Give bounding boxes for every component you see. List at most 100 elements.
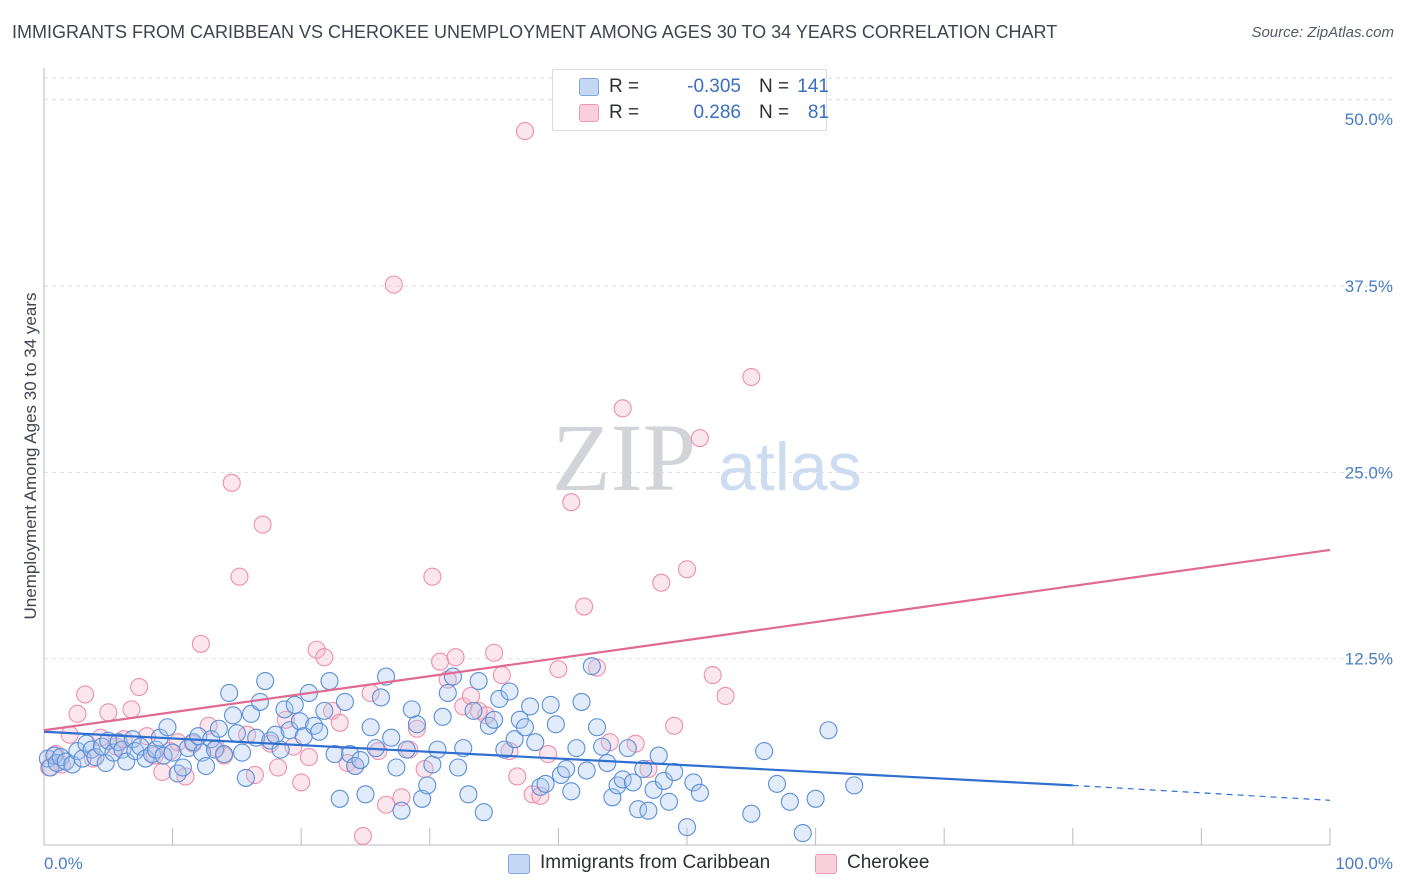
point-caribbean	[392, 801, 411, 820]
point-caribbean	[261, 731, 280, 750]
correlation-legend: R = -0.305 N = 141 R = 0.286 N = 81	[552, 69, 829, 131]
point-caribbean	[227, 724, 246, 743]
point-cherokee	[99, 703, 118, 722]
point-caribbean	[418, 776, 437, 795]
point-caribbean	[407, 715, 426, 734]
point-cherokee	[153, 762, 172, 782]
point-caribbean	[598, 753, 617, 773]
point-cherokee	[330, 713, 349, 732]
point-cherokee	[369, 742, 388, 761]
x-tick-label: 0.0%	[44, 854, 83, 873]
y-tick-label: 37.5%	[1345, 277, 1393, 296]
point-caribbean	[158, 718, 177, 737]
watermark-atlas: atlas	[718, 429, 862, 505]
point-cherokee	[446, 648, 465, 667]
point-caribbean	[474, 803, 493, 822]
point-caribbean	[361, 718, 380, 737]
point-caribbean	[449, 758, 468, 777]
point-caribbean	[433, 707, 452, 726]
point-caribbean	[346, 756, 365, 776]
point-cherokee	[539, 745, 558, 764]
point-caribbean	[767, 774, 787, 793]
point-caribbean	[515, 718, 535, 737]
point-caribbean	[232, 743, 252, 762]
source-credit: Source: ZipAtlas.com	[1251, 24, 1394, 41]
trend-line-caribbean	[43, 730, 1073, 787]
legend-r-label: R =	[609, 76, 640, 97]
point-cherokee	[384, 275, 403, 294]
point-caribbean	[806, 789, 825, 808]
point-caribbean	[256, 672, 275, 691]
point-caribbean	[356, 785, 375, 804]
legend-n-value: 141	[797, 76, 829, 97]
point-cherokee	[549, 660, 568, 679]
point-caribbean	[285, 695, 304, 714]
point-caribbean	[382, 728, 401, 747]
point-caribbean	[315, 701, 334, 720]
axes	[43, 68, 1331, 846]
point-caribbean	[572, 692, 591, 711]
point-caribbean	[649, 746, 668, 765]
point-caribbean	[780, 792, 799, 811]
point-cherokee	[253, 515, 272, 534]
point-caribbean	[330, 789, 349, 808]
point-cherokee	[423, 567, 442, 586]
point-caribbean	[654, 771, 673, 790]
point-caribbean	[196, 756, 216, 776]
point-caribbean	[275, 700, 294, 719]
point-caribbean	[63, 755, 82, 774]
point-caribbean	[464, 701, 483, 720]
tick-labels: 12.5% 25.0% 37.5% 50.0% 0.0% 100.0%	[44, 110, 1393, 873]
y-tick-label: 50.0%	[1345, 110, 1393, 129]
point-caribbean	[325, 745, 344, 764]
point-caribbean	[371, 688, 390, 707]
point-cherokee	[191, 634, 210, 653]
point-cherokee	[353, 827, 372, 846]
point-caribbean	[305, 716, 324, 735]
point-caribbean	[469, 672, 488, 691]
point-cherokee	[377, 795, 396, 814]
trend-line-caribbean-extension	[1072, 784, 1331, 801]
point-caribbean	[310, 722, 329, 741]
point-cherokee	[230, 567, 249, 586]
point-cherokee	[485, 643, 504, 662]
point-caribbean	[521, 697, 540, 716]
bottom-legend-label-caribbean: Immigrants from Caribbean	[540, 852, 771, 873]
point-caribbean	[562, 782, 581, 801]
point-cherokee	[392, 788, 411, 807]
point-caribbean	[117, 752, 136, 771]
point-caribbean	[587, 718, 607, 737]
legend-swatch-cherokee	[579, 104, 599, 122]
point-caribbean	[593, 737, 612, 756]
point-cherokee	[652, 573, 671, 592]
point-caribbean	[220, 683, 239, 703]
point-caribbean	[536, 774, 555, 793]
point-caribbean	[485, 710, 504, 729]
legend-r-value: -0.305	[687, 76, 741, 97]
point-caribbean	[541, 695, 560, 714]
point-caribbean	[755, 742, 774, 761]
point-caribbean	[428, 740, 447, 759]
point-cherokee	[523, 785, 542, 804]
point-caribbean	[845, 776, 864, 795]
point-caribbean	[582, 657, 601, 676]
legend-n-value: 81	[807, 102, 829, 123]
point-cherokee	[613, 399, 632, 418]
point-caribbean	[819, 721, 838, 740]
watermark-zip: ZIP	[552, 404, 696, 511]
point-cherokee	[575, 597, 594, 616]
point-cherokee	[60, 725, 79, 744]
point-caribbean	[665, 762, 684, 782]
point-caribbean	[639, 801, 658, 820]
point-caribbean	[531, 777, 550, 796]
point-caribbean	[96, 753, 115, 773]
point-caribbean	[634, 759, 653, 779]
point-caribbean	[546, 715, 565, 734]
point-cherokee	[515, 122, 535, 141]
point-cherokee	[492, 666, 511, 685]
bottom-legend-swatch-caribbean	[508, 854, 530, 874]
point-caribbean	[387, 758, 406, 777]
point-caribbean	[551, 765, 571, 785]
y-tick-label: 25.0%	[1345, 463, 1393, 482]
